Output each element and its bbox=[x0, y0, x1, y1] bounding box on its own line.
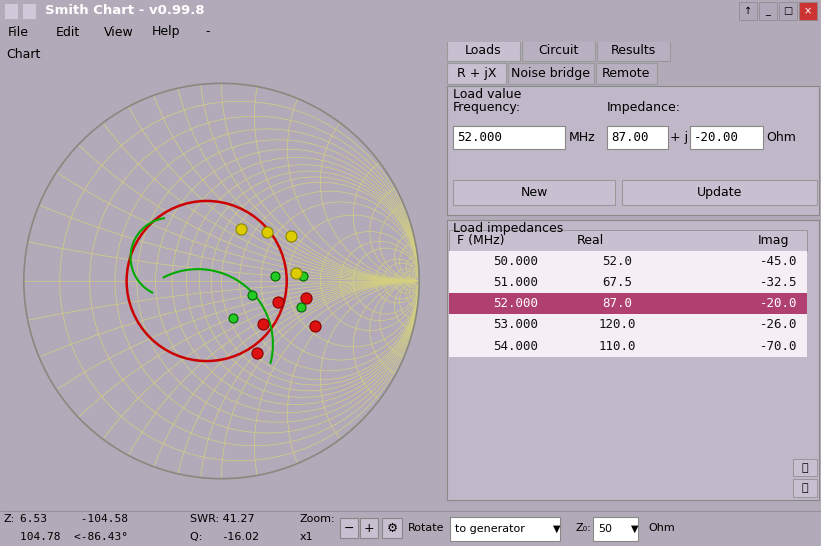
Text: ▼: ▼ bbox=[631, 524, 639, 534]
Text: Ohm: Ohm bbox=[766, 132, 796, 144]
Text: View: View bbox=[104, 26, 134, 39]
Bar bbox=[449, 230, 807, 251]
Text: 54.000: 54.000 bbox=[493, 340, 539, 353]
Text: 104.78  <-86.43°: 104.78 <-86.43° bbox=[20, 532, 128, 542]
Text: Rotate: Rotate bbox=[408, 523, 444, 533]
Text: 52.000: 52.000 bbox=[493, 298, 539, 310]
Text: 🗑: 🗑 bbox=[801, 463, 808, 473]
Text: Z:: Z: bbox=[4, 514, 16, 524]
Bar bbox=[447, 63, 506, 84]
Text: Smith Chart - v0.99.8: Smith Chart - v0.99.8 bbox=[45, 4, 204, 17]
Text: Imag: Imag bbox=[758, 234, 790, 247]
Bar bbox=[799, 2, 817, 20]
Text: +: + bbox=[364, 521, 374, 535]
Text: Load impedances: Load impedances bbox=[453, 222, 563, 235]
Text: 110.0: 110.0 bbox=[599, 340, 636, 353]
Text: Real: Real bbox=[576, 234, 604, 247]
Text: 87.0: 87.0 bbox=[603, 298, 632, 310]
Bar bbox=[690, 126, 764, 150]
Text: 50.000: 50.000 bbox=[493, 255, 539, 268]
Text: Circuit: Circuit bbox=[539, 44, 579, 57]
Text: Load value: Load value bbox=[453, 88, 521, 101]
Text: □: □ bbox=[783, 6, 792, 16]
Bar bbox=[792, 479, 817, 496]
Text: Noise bridge: Noise bridge bbox=[511, 67, 590, 80]
Text: ↑: ↑ bbox=[744, 6, 752, 16]
Text: Z₀:: Z₀: bbox=[575, 523, 591, 533]
Text: -20.0: -20.0 bbox=[760, 298, 798, 310]
Text: -70.0: -70.0 bbox=[760, 340, 798, 353]
Bar bbox=[622, 180, 817, 205]
Text: File: File bbox=[8, 26, 29, 39]
Text: ×: × bbox=[804, 6, 812, 16]
Text: 52.0: 52.0 bbox=[603, 255, 632, 268]
Text: Remote: Remote bbox=[603, 67, 650, 80]
Bar bbox=[739, 2, 757, 20]
Text: Ohm: Ohm bbox=[648, 523, 675, 533]
Text: −: − bbox=[344, 521, 354, 535]
Text: Zoom:: Zoom: bbox=[300, 514, 336, 524]
Text: R + jX: R + jX bbox=[456, 67, 496, 80]
Text: 💡: 💡 bbox=[801, 483, 808, 493]
Bar bbox=[779, 2, 797, 20]
Bar bbox=[608, 126, 668, 150]
Bar bbox=[449, 251, 807, 272]
Text: 50: 50 bbox=[598, 524, 612, 534]
Bar bbox=[596, 63, 657, 84]
Bar bbox=[449, 272, 807, 293]
Text: -: - bbox=[205, 26, 209, 39]
Text: 52.000: 52.000 bbox=[457, 132, 502, 144]
Text: 6.53     -104.58: 6.53 -104.58 bbox=[20, 514, 128, 524]
Text: New: New bbox=[521, 186, 548, 199]
Text: -32.5: -32.5 bbox=[760, 276, 798, 289]
Text: _: _ bbox=[765, 6, 770, 16]
Text: F (MHz): F (MHz) bbox=[457, 234, 505, 247]
Bar bbox=[22, 3, 36, 19]
Bar bbox=[449, 314, 807, 335]
Bar bbox=[360, 518, 378, 538]
Bar bbox=[508, 63, 594, 84]
Text: Help: Help bbox=[152, 26, 181, 39]
Text: Chart: Chart bbox=[6, 48, 40, 61]
Text: -45.0: -45.0 bbox=[760, 255, 798, 268]
Text: SWR: 41.27: SWR: 41.27 bbox=[190, 514, 255, 524]
Text: Frequency:: Frequency: bbox=[453, 100, 521, 114]
Bar bbox=[453, 180, 615, 205]
Bar bbox=[759, 2, 777, 20]
Text: + j: + j bbox=[670, 132, 688, 144]
Text: 51.000: 51.000 bbox=[493, 276, 539, 289]
Text: MHz: MHz bbox=[569, 132, 595, 144]
Bar bbox=[522, 40, 595, 61]
Bar bbox=[449, 293, 807, 314]
Bar bbox=[382, 518, 402, 538]
Text: -20.00: -20.00 bbox=[695, 132, 740, 144]
Text: Update: Update bbox=[697, 186, 742, 199]
Bar bbox=[597, 40, 670, 61]
Bar bbox=[447, 86, 819, 215]
Bar bbox=[447, 40, 520, 61]
Text: to generator: to generator bbox=[455, 524, 525, 534]
Bar bbox=[4, 3, 18, 19]
Bar bbox=[792, 459, 817, 477]
Text: 53.000: 53.000 bbox=[493, 318, 539, 331]
Text: Results: Results bbox=[611, 44, 656, 57]
Text: Impedance:: Impedance: bbox=[608, 100, 681, 114]
Bar bbox=[453, 126, 565, 150]
Text: ⚙: ⚙ bbox=[387, 521, 397, 535]
Text: -26.0: -26.0 bbox=[760, 318, 798, 331]
Text: ▼: ▼ bbox=[553, 524, 561, 534]
Text: Loads: Loads bbox=[466, 44, 502, 57]
Text: 120.0: 120.0 bbox=[599, 318, 636, 331]
Text: 67.5: 67.5 bbox=[603, 276, 632, 289]
Bar bbox=[450, 517, 560, 541]
Bar bbox=[447, 221, 819, 501]
Text: Q:      -16.02: Q: -16.02 bbox=[190, 532, 259, 542]
Bar bbox=[449, 335, 807, 357]
Text: 87.00: 87.00 bbox=[611, 132, 649, 144]
Text: Edit: Edit bbox=[56, 26, 80, 39]
Bar bbox=[340, 518, 358, 538]
Text: x1: x1 bbox=[300, 532, 314, 542]
Bar bbox=[593, 517, 638, 541]
